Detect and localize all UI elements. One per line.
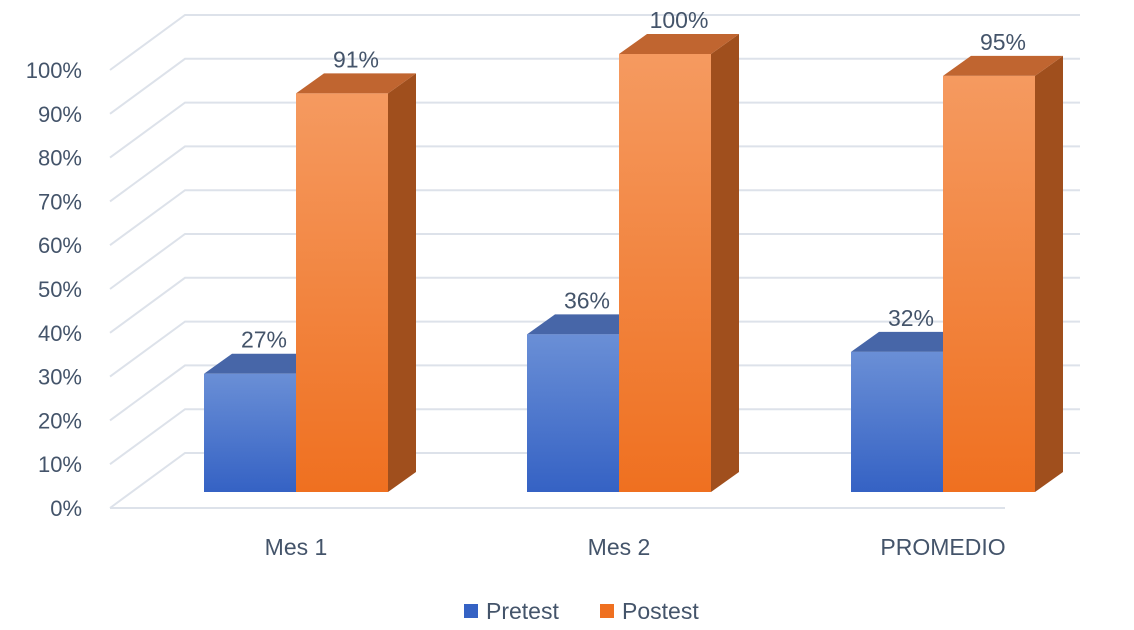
legend: Pretest Postest [464,598,699,624]
data-label: 91% [333,46,379,72]
gridlines [109,14,1080,509]
data-label: 27% [241,327,287,353]
y-tick-label: 30% [38,365,82,390]
bar-postest-2 [943,55,1063,493]
data-labels: 27% 91% 36% 100% 32% 95% [241,7,1026,353]
y-tick-label: 80% [38,146,82,171]
y-axis-ticks: 0% 10% 20% 30% 40% 50% 60% 70% 80% 90% 100% [26,58,82,521]
legend-swatch-pretest [464,604,478,618]
gridline-0% [109,452,1080,509]
y-tick-label: 100% [26,58,82,83]
legend-label-pretest: Pretest [486,598,559,624]
bars [204,34,1063,493]
y-tick-label: 0% [50,496,82,521]
y-tick-label: 60% [38,233,82,258]
legend-label-postest: Postest [622,598,699,624]
gridline-90% [109,57,1080,115]
data-label: 100% [650,7,709,33]
legend-swatch-postest [600,604,614,618]
gridline-40% [109,276,1080,334]
data-label: 32% [888,305,934,331]
gridline-30% [109,320,1080,378]
gridline-70% [109,145,1080,203]
y-tick-label: 10% [38,452,82,477]
y-tick-label: 50% [38,277,82,302]
gridline-50% [109,233,1080,290]
y-tick-label: 20% [38,408,82,433]
gridline-60% [109,189,1080,247]
x-category-label: Mes 1 [265,534,328,560]
y-tick-label: 70% [38,189,82,214]
bar-postest-0 [296,73,416,493]
gridline-80% [109,101,1080,159]
data-label: 95% [980,29,1026,55]
gridline-10% [109,408,1080,466]
gridline-20% [109,364,1080,422]
gridline-100% [109,14,1080,71]
x-category-label: PROMEDIO [880,534,1005,560]
x-category-label: Mes 2 [588,534,651,560]
bar-postest-1 [619,34,739,492]
x-axis-categories: Mes 1 Mes 2 PROMEDIO [265,534,1006,560]
y-tick-label: 40% [38,321,82,346]
data-label: 36% [564,287,610,313]
y-tick-label: 90% [38,102,82,127]
